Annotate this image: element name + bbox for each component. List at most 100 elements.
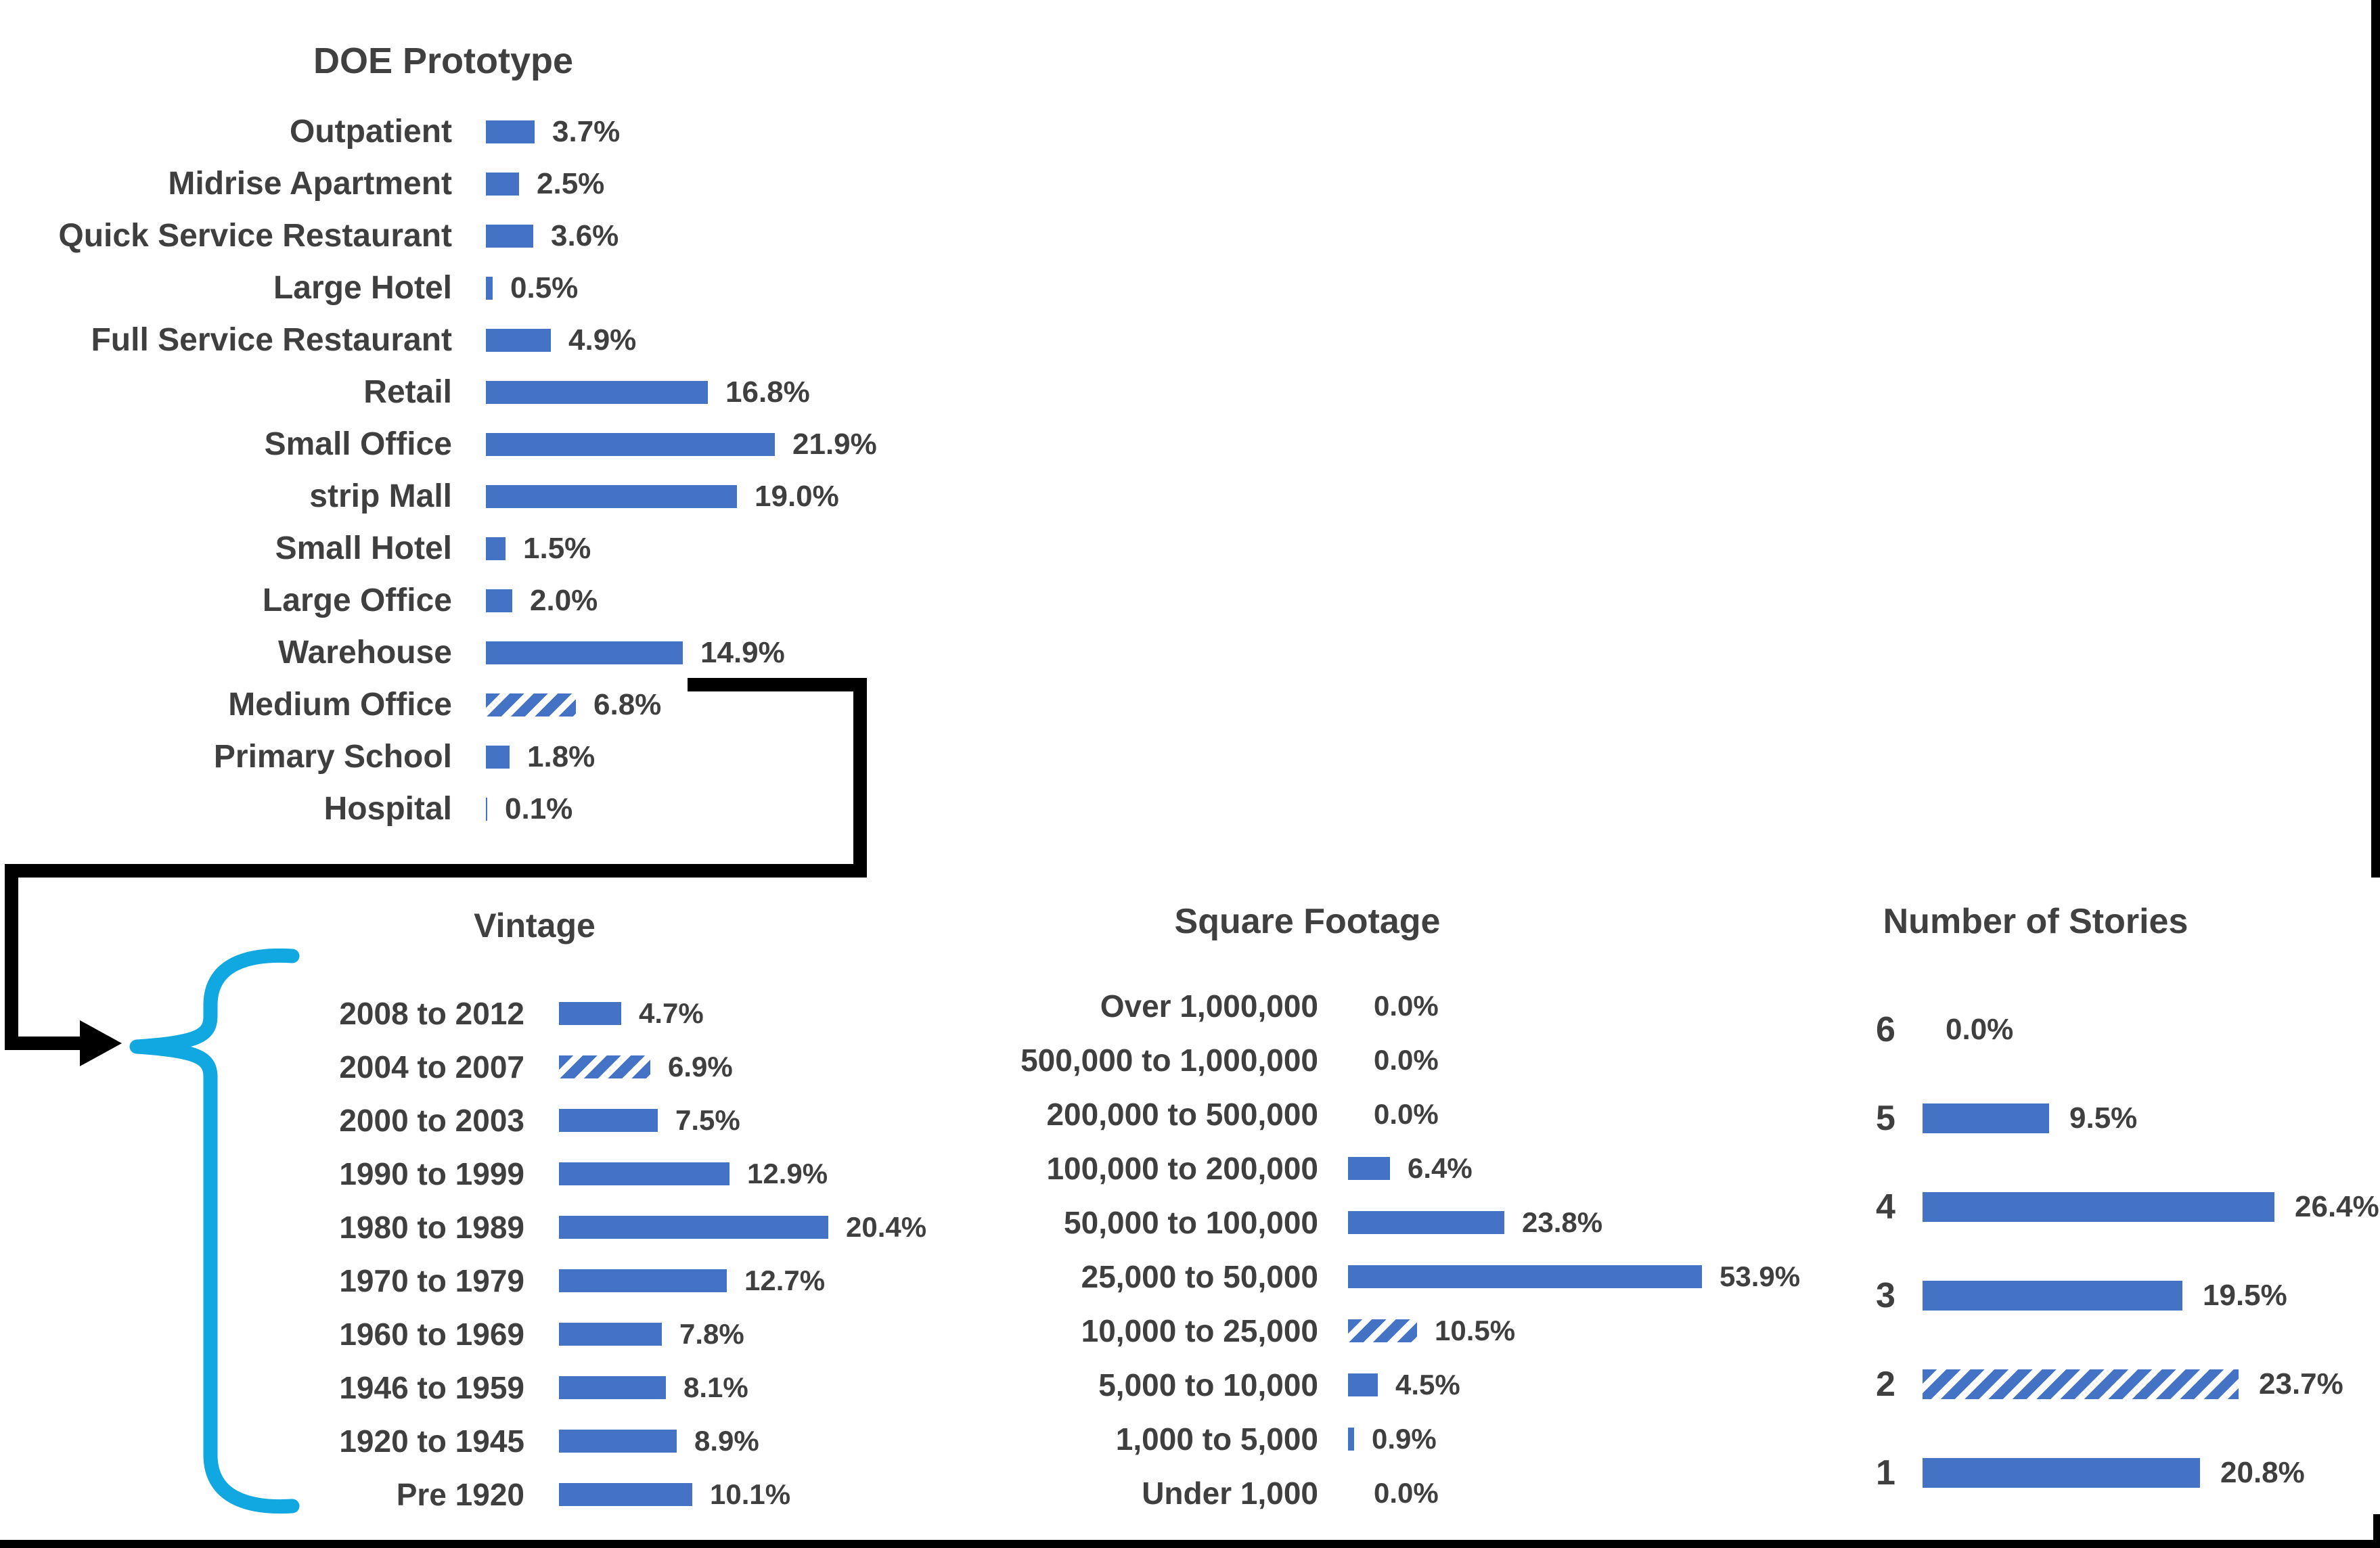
bar — [559, 1216, 828, 1239]
bar — [486, 746, 510, 769]
bar — [486, 120, 535, 143]
category-label: Full Service Restaurant — [91, 322, 452, 358]
value-label: 6.8% — [593, 688, 662, 721]
category-label: 4 — [1876, 1187, 1895, 1227]
bar — [559, 1430, 677, 1453]
category-label: Pre 1920 — [396, 1477, 524, 1512]
value-label: 0.5% — [510, 271, 579, 304]
bar — [559, 1109, 658, 1132]
bar — [1923, 1192, 2274, 1222]
value-label: 8.9% — [694, 1425, 759, 1457]
bar — [1348, 1373, 1378, 1396]
value-label: 19.0% — [755, 480, 839, 513]
value-label: 3.7% — [552, 115, 621, 148]
value-label: 1.8% — [527, 740, 596, 773]
value-label: 26.4% — [2295, 1190, 2379, 1223]
value-label: 3.6% — [551, 219, 619, 252]
value-label: 53.9% — [1720, 1260, 1801, 1292]
value-label: 4.7% — [639, 997, 704, 1029]
category-label: 1920 to 1945 — [339, 1424, 524, 1459]
category-label: Warehouse — [278, 635, 452, 670]
bar — [486, 798, 487, 821]
border-bottom-right-stub — [2373, 1514, 2380, 1548]
category-label: Small Office — [264, 426, 452, 462]
bar — [486, 589, 512, 612]
category-label: 1960 to 1969 — [339, 1317, 524, 1352]
bar — [559, 1483, 692, 1506]
category-label: 3 — [1876, 1276, 1895, 1315]
value-label: 12.9% — [747, 1158, 828, 1189]
bar — [486, 173, 519, 196]
value-label: 0.0% — [1946, 1013, 2014, 1046]
category-label: Outpatient — [290, 114, 452, 150]
bar — [559, 1269, 727, 1292]
bar — [486, 225, 533, 248]
value-label: 20.8% — [2220, 1456, 2305, 1489]
category-label: 6 — [1876, 1010, 1895, 1049]
category-label: Quick Service Restaurant — [58, 218, 452, 254]
value-label: 7.8% — [679, 1318, 744, 1350]
value-label: 21.9% — [792, 428, 877, 461]
bar — [486, 329, 551, 352]
value-label: 6.4% — [1408, 1152, 1473, 1184]
value-label: 16.8% — [725, 375, 810, 409]
bar-hatched — [1923, 1369, 2239, 1399]
connector-arrowhead-icon — [80, 1020, 122, 1066]
category-label: Small Hotel — [275, 530, 452, 566]
bar — [559, 1002, 621, 1025]
bar — [1348, 1428, 1354, 1451]
category-label: 25,000 to 50,000 — [1081, 1259, 1318, 1294]
value-label: 7.5% — [675, 1104, 740, 1136]
bar — [1348, 1157, 1390, 1180]
category-label: 1970 to 1979 — [339, 1263, 524, 1298]
category-label: 1980 to 1989 — [339, 1210, 524, 1245]
value-label: 20.4% — [846, 1211, 927, 1243]
value-label: 9.5% — [2069, 1101, 2138, 1135]
bar — [1348, 1211, 1504, 1234]
category-label: Hospital — [323, 791, 452, 827]
bar-hatched — [559, 1055, 650, 1078]
value-label: 0.9% — [1372, 1423, 1437, 1455]
bar — [486, 641, 683, 664]
category-label: 2008 to 2012 — [339, 996, 524, 1031]
category-label: Medium Office — [228, 687, 452, 723]
value-label: 6.9% — [668, 1051, 733, 1083]
category-label: 5,000 to 10,000 — [1098, 1367, 1318, 1403]
value-label: 0.0% — [1374, 1477, 1439, 1509]
category-label: 50,000 to 100,000 — [1064, 1205, 1318, 1240]
bar — [1923, 1281, 2182, 1311]
category-label: Retail — [363, 374, 452, 410]
bar — [559, 1376, 666, 1399]
value-label: 12.7% — [744, 1265, 826, 1296]
value-label: 0.0% — [1374, 1044, 1439, 1076]
value-label: 14.9% — [700, 636, 785, 669]
category-label: 1 — [1876, 1453, 1895, 1493]
chart-title-doe-prototype: DOE Prototype — [313, 41, 574, 81]
category-label: Midrise Apartment — [168, 166, 452, 202]
value-label: 0.1% — [505, 792, 573, 825]
category-label: Primary School — [213, 739, 452, 775]
value-label: 23.7% — [2259, 1367, 2343, 1401]
category-label: 1,000 to 5,000 — [1115, 1421, 1318, 1457]
category-label: Large Office — [262, 583, 452, 618]
bar — [559, 1162, 729, 1185]
chart-title-square-footage: Square Footage — [1174, 902, 1441, 941]
category-label: Over 1,000,000 — [1100, 988, 1318, 1024]
category-label: Under 1,000 — [1142, 1476, 1318, 1511]
category-label: 10,000 to 25,000 — [1081, 1313, 1318, 1348]
bar-hatched — [1348, 1319, 1417, 1342]
category-label: 500,000 to 1,000,000 — [1020, 1043, 1318, 1078]
value-label: 4.9% — [568, 323, 637, 357]
category-label: 1990 to 1999 — [339, 1156, 524, 1191]
value-label: 2.0% — [530, 584, 598, 617]
value-label: 10.1% — [710, 1478, 791, 1510]
bar — [486, 537, 506, 560]
bar — [486, 381, 708, 404]
border-bottom — [0, 1540, 2380, 1548]
category-label: 2004 to 2007 — [339, 1049, 524, 1085]
category-label: 2 — [1876, 1365, 1895, 1404]
category-label: Large Hotel — [273, 270, 452, 306]
category-label: 2000 to 2003 — [339, 1103, 524, 1138]
category-label: 100,000 to 200,000 — [1046, 1151, 1318, 1186]
